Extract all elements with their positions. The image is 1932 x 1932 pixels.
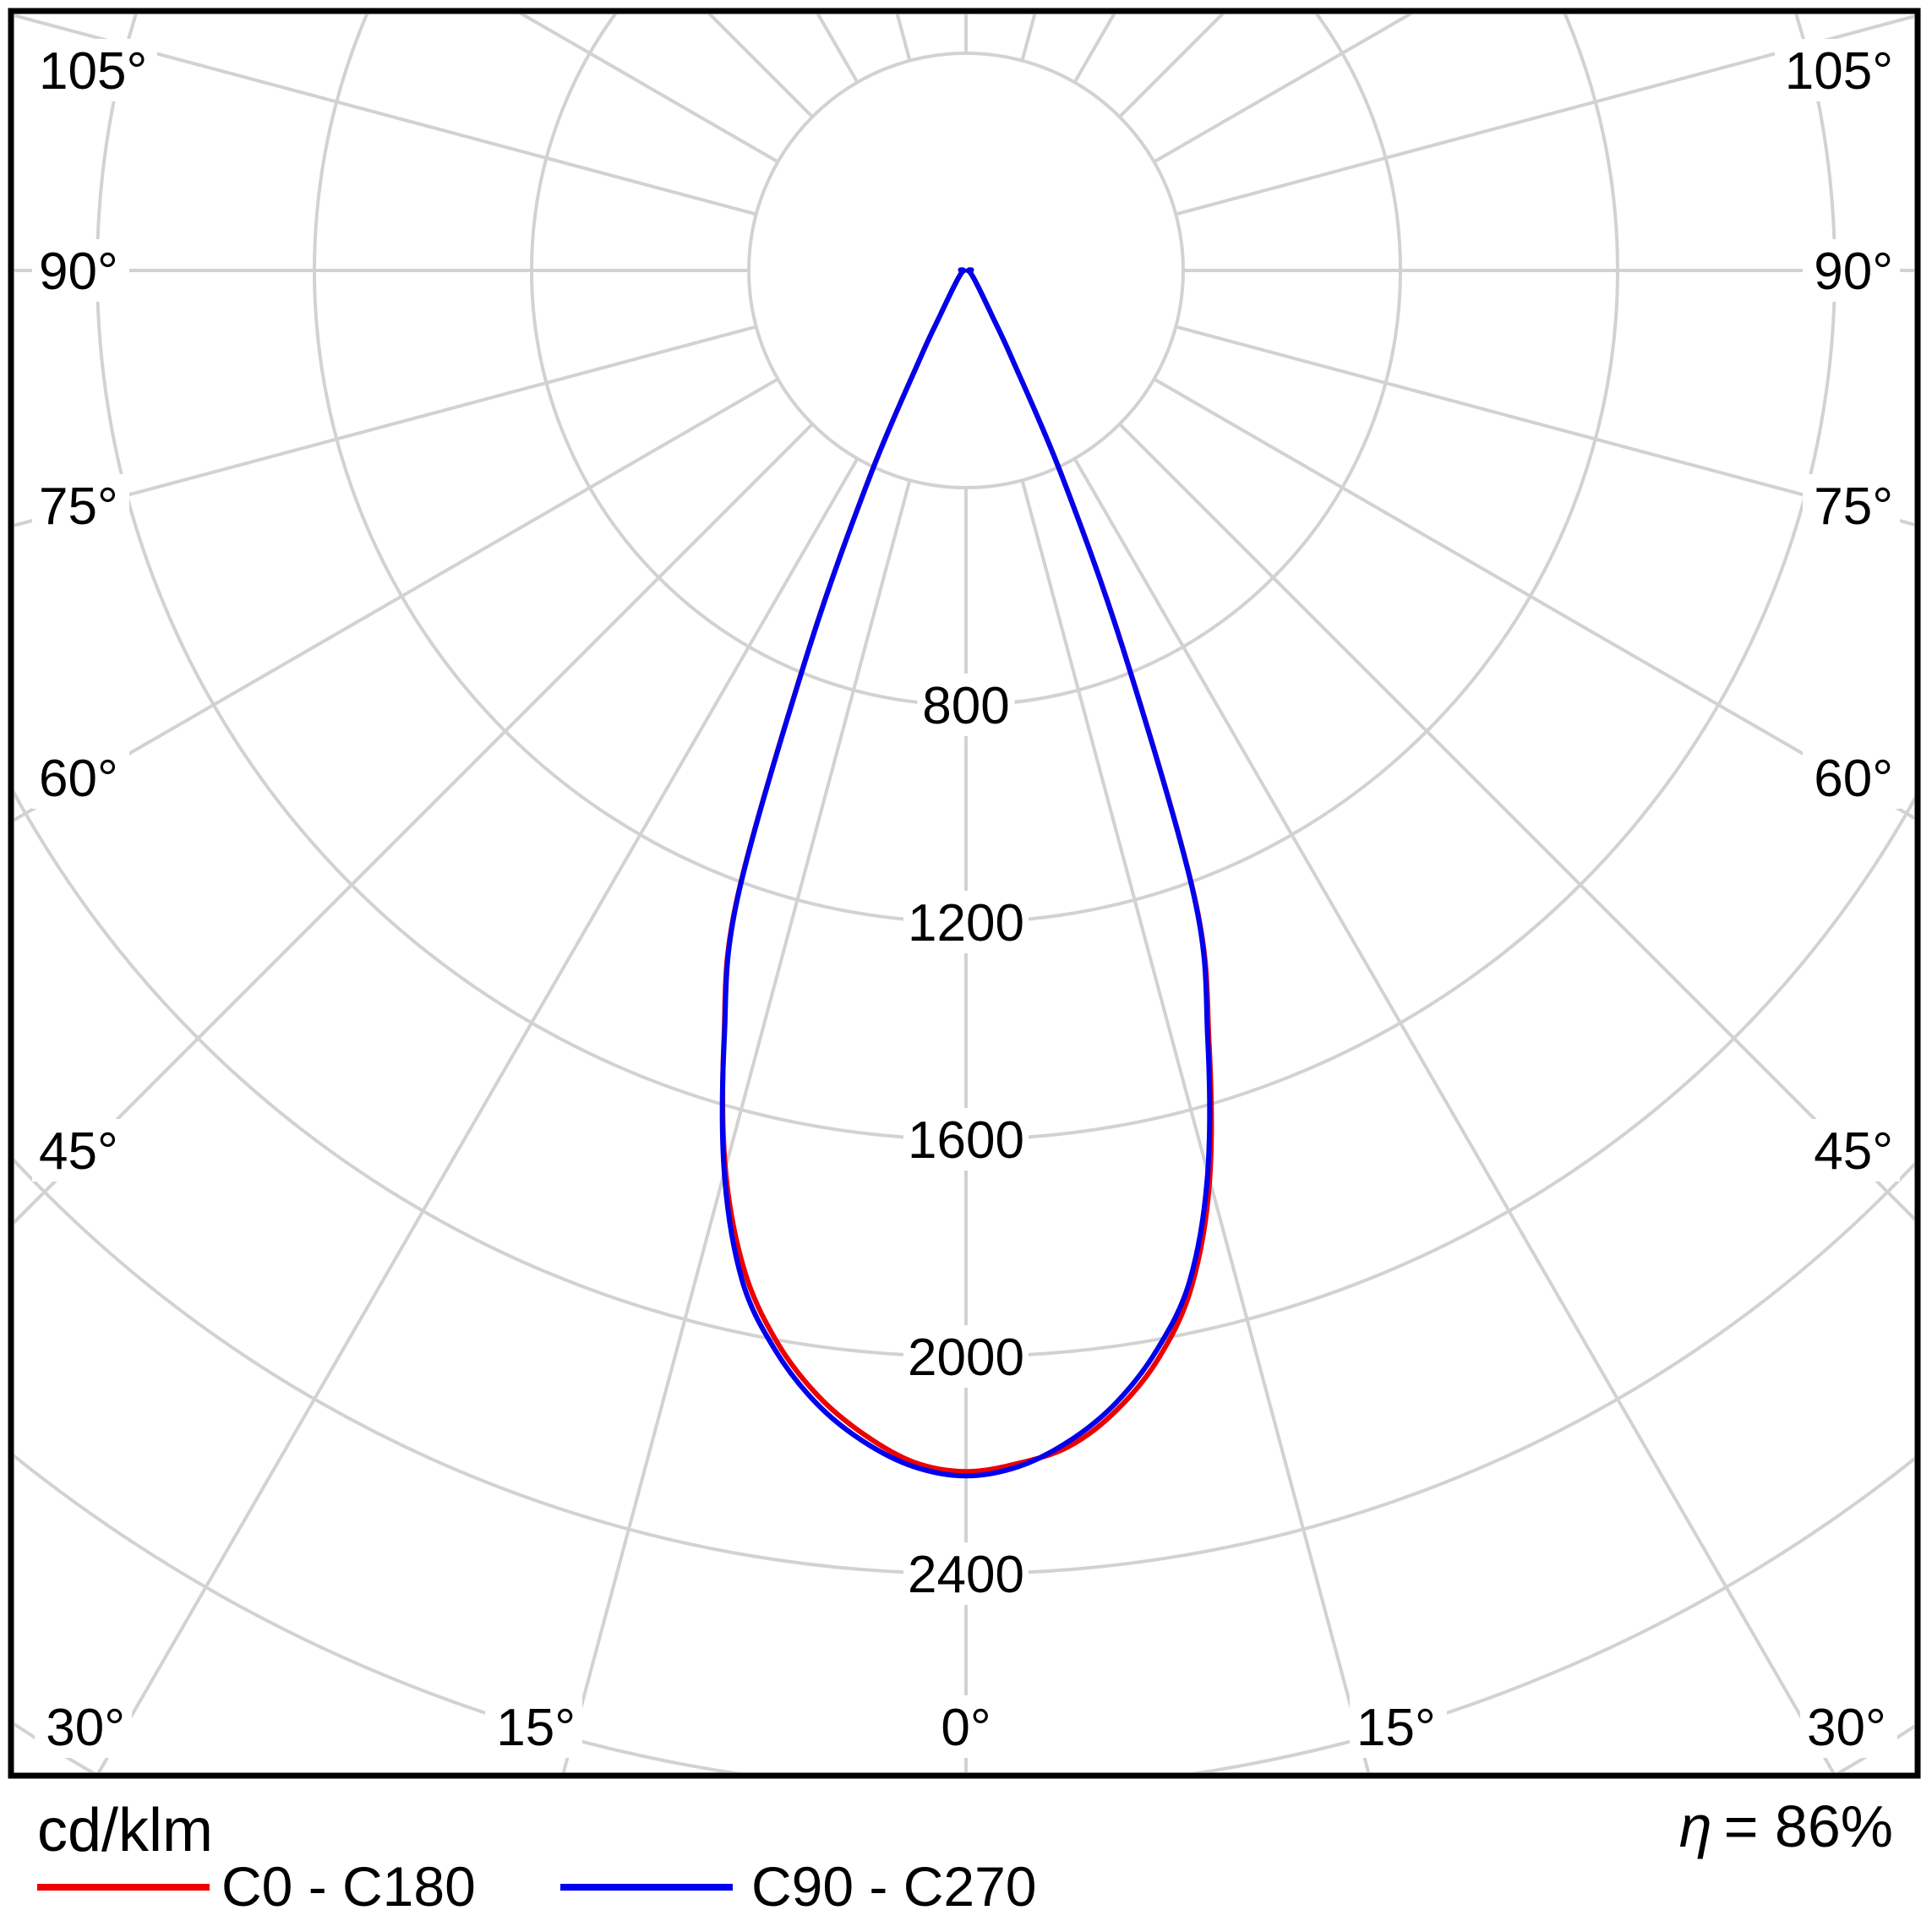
ring-label-1200-backdrop xyxy=(903,891,1029,953)
grid-radial-300 xyxy=(14,377,779,822)
grid-radial-330 xyxy=(96,457,860,1772)
grid-radial-255 xyxy=(14,14,757,216)
grid-radial-75 xyxy=(1175,325,1914,527)
angle-label-right-105-backdrop xyxy=(1775,39,1900,101)
angle-label-left-60-backdrop xyxy=(32,746,129,809)
grid-radial-345 xyxy=(561,479,912,1772)
grid-radial-30 xyxy=(1072,457,1836,1772)
angle-label-left-15-backdrop xyxy=(485,1695,582,1758)
angle-label-right-60-backdrop xyxy=(1803,746,1900,809)
angle-label-0: 0° xyxy=(941,1699,991,1757)
angle-label-left-45: 45° xyxy=(39,1122,118,1181)
angle-label-left-90: 90° xyxy=(39,243,118,301)
curve-c90-c270 xyxy=(719,267,1213,1479)
angle-label-left-75-backdrop xyxy=(32,474,129,537)
ring-label-800-backdrop xyxy=(917,674,1015,736)
units-label: cd/klm xyxy=(37,1797,213,1864)
angle-label-right-15-backdrop xyxy=(1350,1695,1447,1758)
ring-label-2000-backdrop xyxy=(903,1325,1029,1388)
ring-label-800: 800 xyxy=(922,677,1009,735)
ring-label-2400-backdrop xyxy=(903,1542,1029,1605)
plot-border xyxy=(8,8,1921,1779)
angle-label-left-15: 15° xyxy=(496,1699,576,1757)
grid-radial-285 xyxy=(14,325,757,527)
angle-label-right-15: 15° xyxy=(1356,1699,1436,1757)
grid-radial-105 xyxy=(1175,14,1914,216)
angle-label-left-30-backdrop xyxy=(35,1695,132,1758)
legend-label-c0-c180: C0 - C180 xyxy=(221,1855,476,1918)
grid-radial-60 xyxy=(1153,377,1914,821)
angle-label-left-45-backdrop xyxy=(32,1119,129,1182)
grid-radial-15 xyxy=(1020,479,1371,1772)
angle-label-left-75: 75° xyxy=(39,478,118,536)
angle-label-right-45: 45° xyxy=(1814,1122,1893,1181)
grid-radial-45 xyxy=(1118,423,1914,1221)
angle-label-right-30-backdrop xyxy=(1800,1695,1897,1758)
eta-symbol: η xyxy=(1679,1793,1712,1859)
ring-label-2000: 2000 xyxy=(908,1329,1024,1387)
angle-label-right-105: 105° xyxy=(1785,42,1893,101)
angle-label-right-90-backdrop xyxy=(1803,239,1900,302)
legend: C0 - C180 C90 - C270 xyxy=(37,1855,1037,1918)
angle-label-left-60: 60° xyxy=(39,750,118,808)
ring-label-2400: 2400 xyxy=(908,1546,1024,1604)
ring-label-1600-backdrop xyxy=(903,1108,1029,1171)
angle-label-right-45-backdrop xyxy=(1803,1119,1900,1182)
efficiency-label: η = 86% xyxy=(1679,1793,1893,1859)
angle-label-right-75: 75° xyxy=(1814,478,1893,536)
grid-radial-315 xyxy=(14,423,814,1225)
angle-label-right-90: 90° xyxy=(1814,243,1893,301)
angle-label-0-backdrop xyxy=(931,1695,1001,1758)
angle-label-right-60: 60° xyxy=(1814,750,1893,808)
angle-label-left-105-backdrop xyxy=(32,39,157,101)
angle-label-left-90-backdrop xyxy=(32,239,129,302)
ring-label-1600: 1600 xyxy=(908,1111,1024,1170)
angle-label-left-30: 30° xyxy=(46,1699,125,1757)
angle-label-left-105: 105° xyxy=(39,42,147,101)
ring-label-1200: 1200 xyxy=(908,894,1024,952)
angle-label-right-75-backdrop xyxy=(1803,474,1900,537)
legend-label-c90-c270: C90 - C270 xyxy=(751,1855,1037,1918)
angle-label-right-30: 30° xyxy=(1807,1699,1886,1757)
eta-value: = 86% xyxy=(1724,1793,1893,1859)
